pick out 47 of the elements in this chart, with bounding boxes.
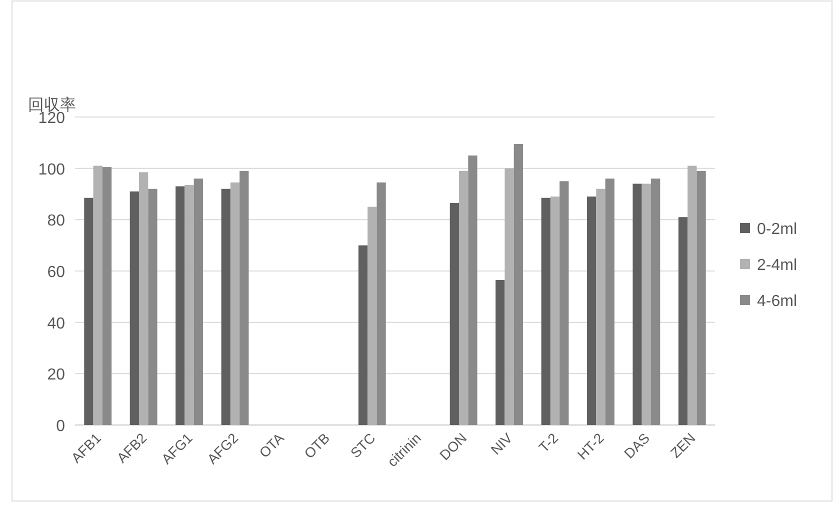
bar — [642, 184, 651, 425]
bar — [184, 185, 194, 425]
bar — [84, 198, 94, 425]
y-tick-label: 40 — [47, 315, 66, 332]
x-tick-label: NIV — [488, 429, 516, 458]
bar — [651, 178, 660, 425]
bar — [194, 178, 203, 425]
y-tick-label: 120 — [38, 110, 66, 127]
y-tick-label: 60 — [47, 264, 66, 281]
bar — [459, 170, 468, 425]
bar — [596, 188, 606, 425]
x-tick-label: T-2 — [536, 430, 562, 456]
bar — [240, 170, 249, 425]
bar — [139, 172, 148, 425]
bar — [496, 280, 505, 425]
bar — [176, 186, 185, 425]
bar — [696, 170, 706, 425]
bar — [587, 196, 596, 425]
bar — [468, 156, 478, 425]
bar — [541, 198, 550, 425]
bar — [130, 191, 139, 425]
x-tick-label: OTA — [256, 429, 288, 461]
x-tick-label: OTB — [300, 430, 333, 462]
bar — [688, 166, 697, 425]
bar — [504, 168, 514, 425]
bar — [368, 206, 377, 425]
legend-label: 2-4ml — [757, 257, 798, 274]
bar — [358, 245, 368, 425]
bar — [221, 188, 230, 425]
bar — [148, 188, 158, 425]
y-tick-label: 20 — [47, 366, 66, 384]
bar — [93, 166, 102, 425]
bar — [605, 178, 614, 425]
y-tick-label: 0 — [56, 418, 66, 435]
bar — [632, 184, 642, 425]
bar — [230, 182, 240, 425]
bar — [550, 196, 560, 425]
bar — [450, 202, 459, 425]
bar — [102, 167, 112, 425]
bar — [514, 144, 523, 425]
bar — [678, 217, 688, 425]
bar — [560, 181, 569, 425]
legend-label: 0-2ml — [757, 221, 798, 238]
y-tick-label: 100 — [38, 161, 66, 178]
legend-label: 4-6ml — [757, 293, 798, 310]
y-tick-label: 80 — [47, 212, 66, 230]
bar — [376, 182, 386, 425]
